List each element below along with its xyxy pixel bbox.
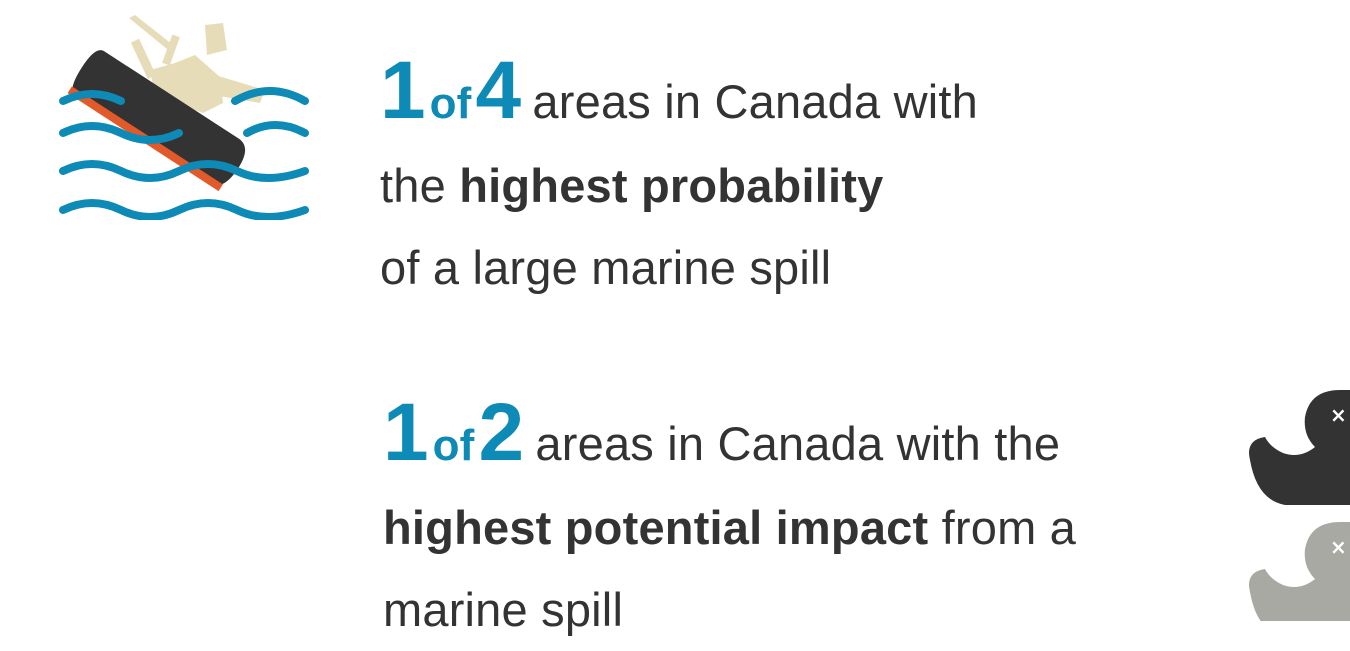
stat-denominator: 2 — [478, 387, 525, 478]
stat-of: of — [432, 421, 475, 470]
stat-impact-line-1: 1 of2 areas in Canada with the — [383, 392, 1076, 487]
stat-impact: 1 of2 areas in Canada with the highest po… — [383, 392, 1076, 651]
stat-highlight: highest potential impact — [383, 501, 929, 554]
stat-impact-line-2: highest potential impact from a — [383, 487, 1076, 569]
stat-text: areas in Canada with the — [535, 417, 1061, 470]
stat-probability-line-1: 1 of4 areas in Canada with — [380, 50, 978, 145]
stat-text: from a — [941, 501, 1077, 554]
stat-probability-line-2: the highest probability — [380, 145, 978, 227]
stat-highlight: highest probability — [459, 159, 884, 212]
sinking-ship-icon — [59, 15, 309, 220]
stat-impact-line-3: marine spill — [383, 583, 624, 636]
stat-probability: 1 of4 areas in Canada with the highest pr… — [380, 50, 978, 309]
waves — [59, 87, 309, 220]
stat-numerator: 1 — [383, 387, 429, 478]
svg-text:×: × — [1330, 403, 1347, 427]
stat-probability-line-3: of a large marine spill — [380, 241, 832, 294]
duck-light: × — [1249, 522, 1350, 621]
stat-denominator: 4 — [475, 45, 522, 136]
stat-text: areas in Canada with — [532, 75, 978, 128]
dead-duck-icon: × × — [1249, 390, 1350, 621]
svg-text:×: × — [1330, 535, 1347, 559]
duck-dark: × — [1249, 390, 1350, 505]
stat-of: of — [429, 79, 472, 128]
stat-numerator: 1 — [380, 45, 426, 136]
stat-text: the — [380, 159, 446, 212]
